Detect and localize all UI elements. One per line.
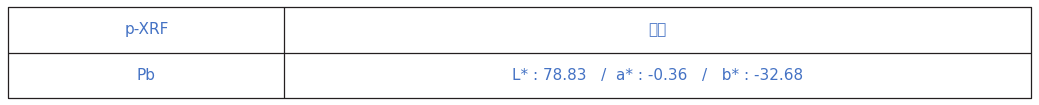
Text: 색도: 색도: [648, 22, 667, 37]
Text: p-XRF: p-XRF: [124, 22, 168, 37]
Text: Pb: Pb: [137, 68, 156, 83]
Text: L* : 78.83   /  a* : -0.36   /   b* : -32.68: L* : 78.83 / a* : -0.36 / b* : -32.68: [512, 68, 803, 83]
